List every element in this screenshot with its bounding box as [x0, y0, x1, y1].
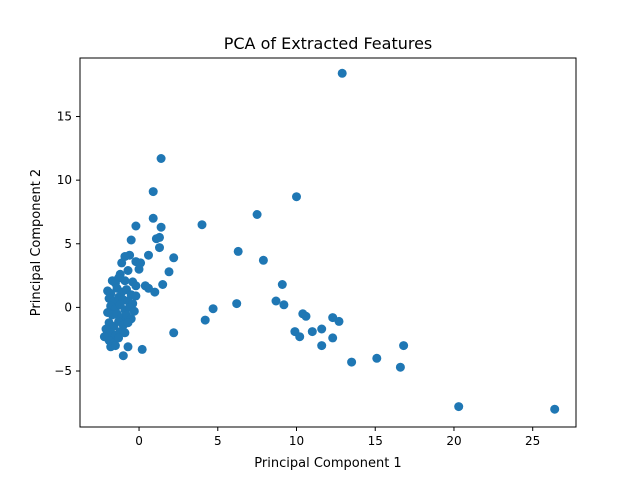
y-tick-label: 5: [64, 237, 72, 251]
scatter-point: [277, 280, 287, 289]
scatter-point: [232, 299, 242, 309]
x-tick-label: 25: [525, 434, 540, 448]
scatter-point: [131, 291, 141, 301]
scatter-point: [120, 328, 130, 338]
scatter-point: [399, 341, 409, 351]
scatter-point: [131, 281, 141, 291]
scatter-point: [129, 306, 139, 316]
y-tick-label: −5: [54, 364, 72, 378]
scatter-point: [295, 332, 305, 342]
scatter-point: [150, 287, 160, 297]
scatter-point: [144, 250, 153, 260]
scatter-point: [123, 342, 133, 352]
scatter-point: [110, 341, 120, 351]
scatter-point: [347, 357, 357, 367]
scatter-point: [317, 324, 327, 334]
x-tick-label: 15: [368, 434, 383, 448]
x-tick-label: 10: [289, 434, 304, 448]
chart-title: PCA of Extracted Features: [224, 34, 433, 53]
scatter-point: [395, 362, 405, 372]
scatter-point: [126, 235, 136, 245]
scatter-point: [134, 264, 144, 274]
scatter-point: [114, 333, 124, 343]
scatter-point: [258, 255, 268, 265]
x-axis-label: Principal Component 1: [254, 456, 401, 471]
scatter-point: [156, 222, 166, 232]
scatter-point: [550, 404, 560, 414]
scatter-point: [200, 315, 210, 325]
scatter-point: [158, 280, 168, 289]
scatter-point: [155, 243, 164, 253]
y-tick-label: 10: [57, 173, 72, 187]
scatter-point: [208, 304, 218, 314]
scatter-point: [372, 353, 382, 363]
x-tick-label: 5: [214, 434, 222, 448]
y-tick-label: 0: [64, 300, 72, 314]
scatter-point: [233, 246, 243, 256]
scatter-point: [137, 344, 147, 354]
y-axis-label: Principal Component 2: [29, 169, 44, 316]
scatter-point: [164, 267, 174, 277]
scatter-point: [123, 318, 133, 328]
axes-frame: [79, 57, 577, 428]
points-layer: [99, 68, 560, 414]
x-tick-label: 0: [135, 434, 143, 448]
scatter-point: [148, 187, 158, 197]
x-tick-label: 20: [446, 434, 461, 448]
scatter-point: [118, 351, 128, 361]
scatter-point: [117, 258, 127, 268]
scatter-point: [197, 220, 207, 230]
scatter-point: [301, 311, 311, 321]
scatter-point: [252, 210, 262, 219]
scatter-point: [148, 213, 158, 223]
scatter-point: [155, 232, 164, 242]
scatter-point: [271, 296, 281, 306]
scatter-point: [454, 402, 464, 412]
y-tick-label: 15: [57, 110, 72, 124]
scatter-point: [279, 300, 289, 310]
scatter-point: [337, 68, 347, 78]
scatter-point: [307, 327, 317, 337]
scatter-point: [156, 154, 166, 163]
scatter-point: [292, 192, 301, 202]
scatter-point: [123, 266, 133, 275]
x-axis: 0 5 10 15 20 25: [135, 427, 540, 448]
scatter-point: [169, 328, 179, 338]
scatter-point: [131, 221, 141, 231]
scatter-point: [120, 276, 130, 286]
scatter-point: [328, 333, 338, 343]
scatter-point: [317, 341, 327, 351]
y-axis: −5 0 5 10 15: [54, 110, 80, 378]
scatter-point: [334, 316, 344, 326]
scatter-point: [169, 253, 179, 263]
